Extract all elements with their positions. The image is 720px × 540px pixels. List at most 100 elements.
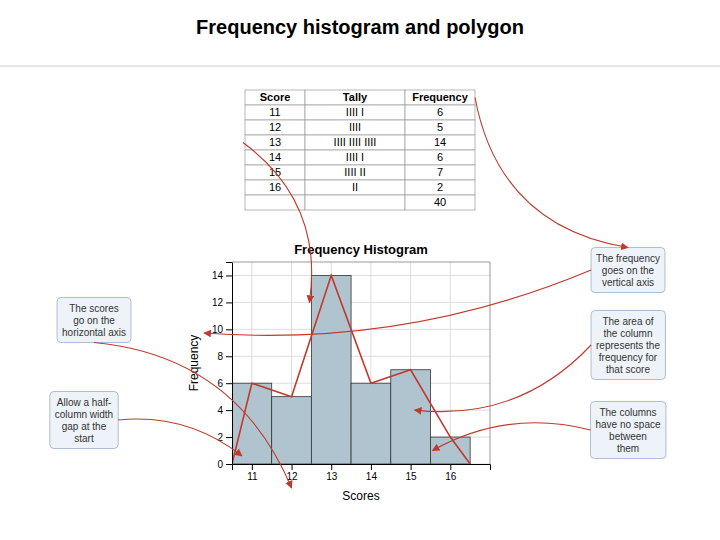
arrow: [432, 423, 590, 451]
annotation-box: [57, 298, 131, 343]
table-text: 6: [437, 151, 443, 163]
bar: [272, 397, 312, 464]
annotation-line: them: [617, 443, 639, 454]
annotation-line: goes on the: [602, 265, 655, 276]
tick: 4: [217, 405, 232, 416]
table-text: IIII IIII IIII: [334, 136, 377, 148]
tick-mark: [226, 410, 232, 411]
tick: 6: [217, 378, 232, 389]
annotation-line: The area of: [602, 316, 653, 327]
x-axis-title: Scores: [342, 489, 379, 503]
table-text: IIII I: [346, 151, 364, 163]
tick-label: 12: [212, 297, 224, 308]
tick: 14: [366, 464, 378, 482]
table-cell: [405, 195, 475, 210]
table-text: 14: [269, 151, 281, 163]
table-text: 7: [437, 166, 443, 178]
tick: 16: [445, 464, 457, 482]
annotation-text: The columnshave no spacebetweenthem: [595, 407, 660, 454]
arrow: [243, 143, 312, 303]
annotation-line: frequency for: [599, 352, 658, 363]
arrow: [94, 343, 292, 489]
annotation: Allow a half-column widthgap at thestart: [50, 392, 118, 449]
tick-mark: [371, 464, 372, 470]
grid-line: [232, 302, 490, 303]
annotation-box: [590, 402, 665, 459]
frequency-polygon: [232, 275, 470, 464]
arrow: [204, 270, 591, 335]
table-cell: [405, 180, 475, 195]
tick-mark: [331, 464, 332, 470]
annotation-line: vertical axis: [602, 277, 654, 288]
divider: [0, 66, 720, 67]
table-cell: [305, 165, 405, 180]
tick: 8: [217, 351, 232, 362]
annotation-line: The scores: [69, 303, 118, 314]
table-cell: [305, 120, 405, 135]
table-cell: [245, 180, 305, 195]
arrow: [475, 98, 628, 248]
table-header: Tally: [343, 91, 368, 103]
bar: [351, 383, 391, 464]
tick-label: 14: [366, 471, 378, 482]
annotation-line: go on the: [73, 315, 115, 326]
table-text: 2: [437, 181, 443, 193]
tick-label: 0: [217, 459, 223, 470]
bar: [232, 383, 272, 464]
tick-label: 6: [217, 378, 223, 389]
tick-mark: [292, 464, 293, 470]
table-cell: [305, 195, 405, 210]
table-text: 12: [269, 121, 281, 133]
annotation-line: that score: [606, 364, 650, 375]
axis-line: [233, 465, 491, 471]
tick-mark: [226, 437, 232, 438]
arrow: [118, 419, 242, 456]
table-text: 16: [269, 181, 281, 193]
tick-mark: [226, 383, 232, 384]
table-cell: [405, 90, 475, 105]
grid-line: [232, 329, 490, 330]
table-text: 11: [269, 106, 280, 118]
table-text: 40: [434, 196, 446, 208]
table-text: IIII I: [346, 106, 364, 118]
tick-mark: [226, 302, 232, 303]
table-header: Score: [260, 91, 291, 103]
tick: 11: [247, 464, 258, 482]
tick: 12: [212, 297, 232, 308]
table-cell: [405, 105, 475, 120]
annotation-box: [591, 311, 665, 380]
tick-label: 13: [326, 471, 338, 482]
tick-label: 11: [247, 471, 258, 482]
table-cell: [245, 105, 305, 120]
tick-mark: [226, 464, 232, 465]
grid-line: [232, 275, 490, 276]
tick-label: 4: [217, 405, 223, 416]
annotation: The frequencygoes on thevertical axis: [591, 248, 665, 293]
tick-label: 16: [445, 471, 457, 482]
grid: [232, 262, 490, 464]
arrows: [94, 98, 628, 489]
table-cell: [305, 105, 405, 120]
table-cell: [305, 90, 405, 105]
annotation-text: Allow a half-column widthgap at thestart: [55, 397, 113, 444]
table-cell: [305, 150, 405, 165]
table-text: 13: [269, 136, 281, 148]
plot-frame: [232, 262, 490, 464]
annotation-line: start: [74, 433, 94, 444]
annotation-box: [591, 248, 665, 293]
chart-title: Frequency Histogram: [294, 242, 428, 257]
table: ScoreTallyFrequency11IIII I612IIII513III…: [245, 90, 475, 210]
grid-line: [450, 262, 451, 464]
axis-line: [226, 263, 233, 465]
table-text: 6: [437, 106, 443, 118]
bar: [391, 370, 431, 464]
tick-mark: [226, 275, 232, 276]
bar: [311, 275, 351, 464]
annotation-line: gap at the: [62, 421, 107, 432]
annotation-box: [50, 392, 118, 449]
annotation-line: Allow a half-: [57, 397, 111, 408]
table-cell: [245, 150, 305, 165]
table-header: Frequency: [412, 91, 469, 103]
annotation: The scoresgo on thehorizontal axis: [57, 298, 131, 343]
annotation: The area ofthe columnrepresents thefrequ…: [591, 311, 665, 380]
